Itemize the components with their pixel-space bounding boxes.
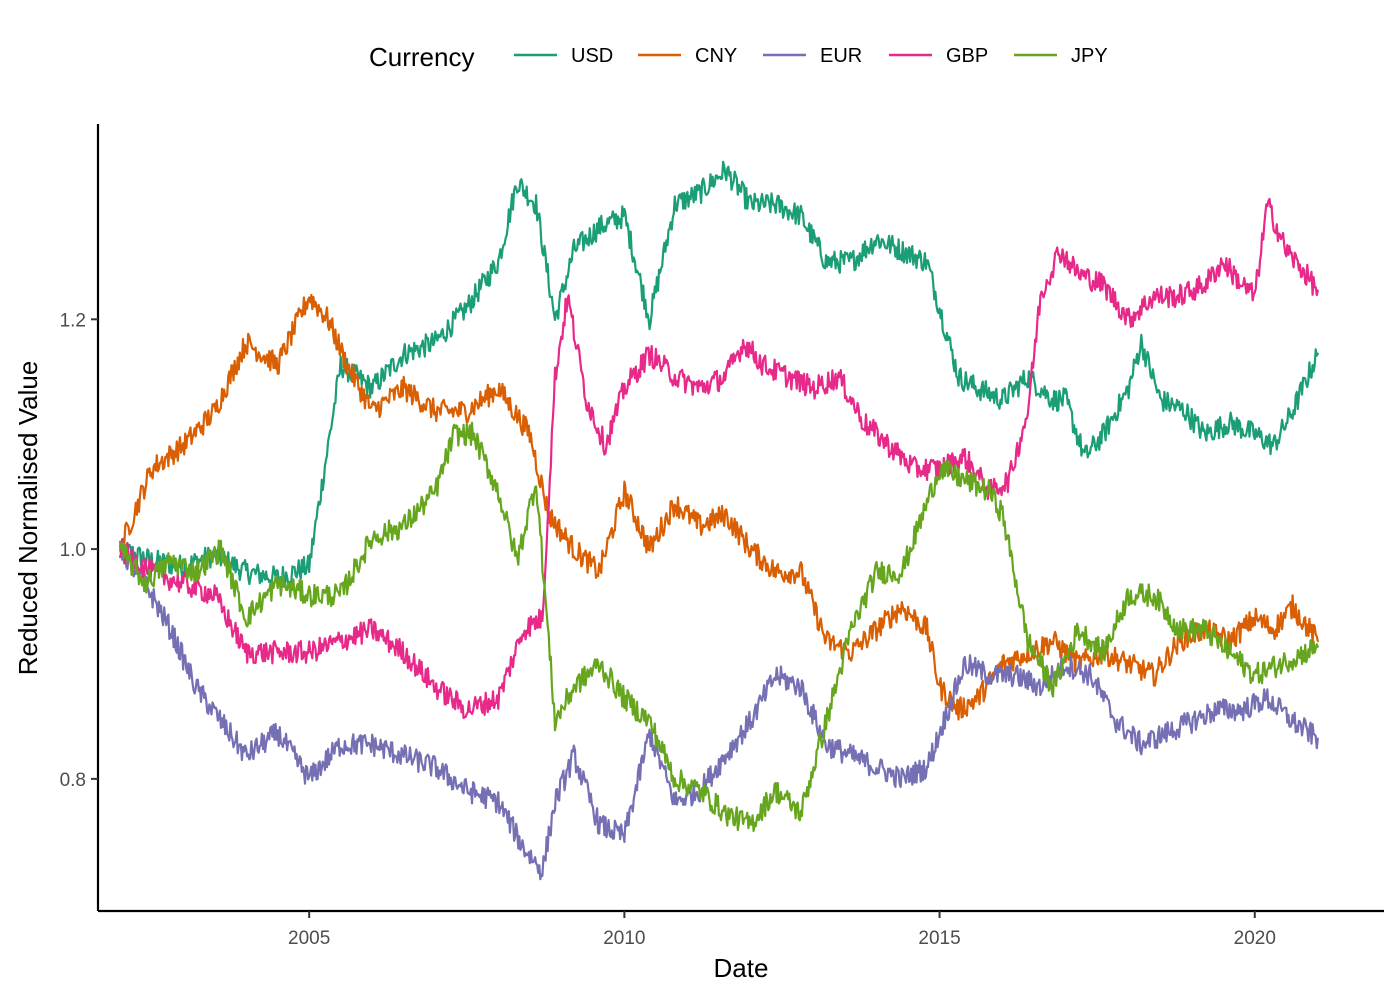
plot-area: 0.8 1.0 1.2 2005 2010 2015 2020 xyxy=(60,124,1384,949)
legend: Currency USD CNY EUR GBP JPY xyxy=(369,42,1108,72)
x-tick-label: 2015 xyxy=(918,928,960,949)
legend-label: CNY xyxy=(695,45,737,67)
y-axis-title: Reduced Normalised Value xyxy=(13,361,43,676)
legend-item-cny: CNY xyxy=(638,45,737,67)
x-axis-title: Date xyxy=(714,953,769,983)
x-axis-ticks: 2005 2010 2015 2020 xyxy=(288,911,1276,949)
series-line-cny xyxy=(118,293,1319,721)
series-layer xyxy=(118,160,1319,881)
legend-title: Currency xyxy=(369,42,474,72)
y-axis-ticks: 0.8 1.0 1.2 xyxy=(60,310,98,791)
legend-label: JPY xyxy=(1071,45,1108,67)
x-tick-label: 2005 xyxy=(288,928,330,949)
legend-item-usd: USD xyxy=(514,45,613,67)
y-tick-label: 1.0 xyxy=(60,540,86,561)
legend-label: EUR xyxy=(820,45,862,67)
legend-items: USD CNY EUR GBP JPY xyxy=(514,45,1108,67)
y-tick-label: 1.2 xyxy=(60,310,86,331)
legend-item-eur: EUR xyxy=(763,45,862,67)
legend-label: USD xyxy=(571,45,613,67)
legend-item-gbp: GBP xyxy=(889,45,988,67)
x-tick-label: 2010 xyxy=(603,928,645,949)
legend-label: GBP xyxy=(946,45,988,67)
series-line-usd xyxy=(118,160,1319,588)
legend-item-jpy: JPY xyxy=(1014,45,1108,67)
x-tick-label: 2020 xyxy=(1234,928,1276,949)
series-line-eur xyxy=(118,544,1319,881)
series-line-gbp xyxy=(118,197,1319,720)
y-tick-label: 0.8 xyxy=(60,770,86,791)
series-line-jpy xyxy=(118,421,1319,833)
